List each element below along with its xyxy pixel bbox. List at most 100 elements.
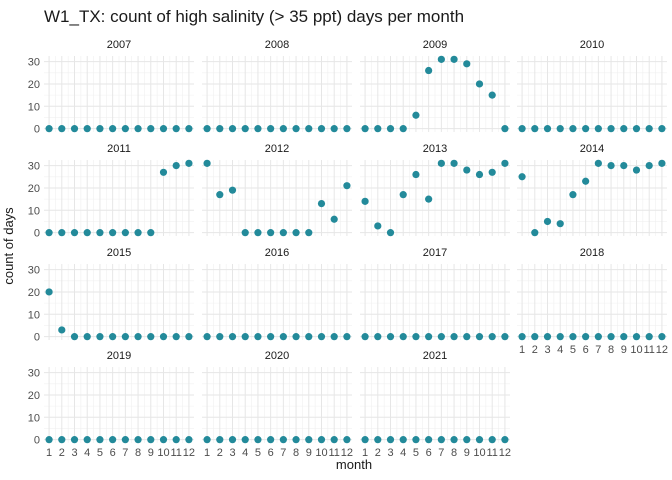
x-tick-label: 7 xyxy=(122,447,128,459)
data-point xyxy=(279,436,287,444)
data-point xyxy=(463,333,471,341)
facet-label: 2009 xyxy=(423,39,447,51)
x-tick-label: 2 xyxy=(375,447,381,459)
facet-panel-2010: 2010 xyxy=(517,39,667,133)
data-point xyxy=(463,166,471,174)
facet-label: 2019 xyxy=(107,350,131,362)
x-tick-label: 3 xyxy=(229,447,235,459)
x-tick-label: 12 xyxy=(656,344,668,356)
facet-label: 2010 xyxy=(580,39,604,51)
x-tick-label: 6 xyxy=(268,447,274,459)
data-point xyxy=(185,333,193,341)
data-point xyxy=(386,229,395,237)
facet-label: 2011 xyxy=(107,143,131,155)
data-point xyxy=(96,333,104,341)
data-point xyxy=(228,333,237,341)
x-tick-label: 9 xyxy=(621,344,627,356)
data-point xyxy=(475,170,484,179)
data-point xyxy=(594,125,602,133)
data-point xyxy=(475,436,484,444)
data-point xyxy=(450,159,458,167)
facet-panel-2015: 2015 0 10 20 30 xyxy=(28,247,194,344)
data-point xyxy=(543,125,552,133)
data-point xyxy=(386,333,395,341)
data-point xyxy=(386,436,395,444)
data-point xyxy=(109,125,117,133)
facet-label: 2007 xyxy=(107,39,131,51)
data-point xyxy=(361,197,369,205)
x-tick-label: 11 xyxy=(328,447,339,459)
data-point xyxy=(83,229,91,237)
x-tick-label: 5 xyxy=(570,344,576,356)
data-point xyxy=(518,125,526,133)
data-point xyxy=(343,436,351,444)
data-point xyxy=(317,199,326,208)
data-point xyxy=(450,333,458,341)
x-tick-label: 1 xyxy=(519,344,525,356)
x-tick-label: 2 xyxy=(532,344,538,356)
data-point xyxy=(159,125,168,133)
data-point xyxy=(531,125,539,133)
facet-label: 2015 xyxy=(107,247,131,259)
data-point xyxy=(658,159,666,167)
data-point xyxy=(241,125,249,133)
data-point xyxy=(374,333,382,341)
data-point xyxy=(632,125,641,133)
x-tick-label: 6 xyxy=(426,447,432,459)
data-point xyxy=(412,111,420,119)
y-axis-title: count of days xyxy=(1,207,16,285)
data-point xyxy=(279,125,287,133)
data-point xyxy=(254,229,262,237)
x-tick-label: 1 xyxy=(362,447,368,459)
data-point xyxy=(437,159,445,167)
data-point xyxy=(343,182,351,190)
facet-panel-2016: 2016 xyxy=(202,247,352,341)
data-point xyxy=(330,215,338,223)
data-point xyxy=(96,436,104,444)
data-point xyxy=(45,229,53,237)
data-point xyxy=(134,125,142,133)
data-point xyxy=(292,125,300,133)
data-point xyxy=(374,436,382,444)
x-tick-label: 8 xyxy=(451,447,457,459)
data-point xyxy=(645,161,653,170)
data-point xyxy=(147,125,155,133)
data-point xyxy=(58,326,66,334)
data-point xyxy=(620,125,628,133)
data-point xyxy=(582,177,590,185)
y-tick-label: 20 xyxy=(28,287,40,299)
data-point xyxy=(330,436,338,444)
data-point xyxy=(159,436,168,444)
x-tick-label: 10 xyxy=(630,344,642,356)
data-point xyxy=(70,229,79,237)
x-tick-label: 10 xyxy=(315,447,327,459)
y-tick-label: 20 xyxy=(28,390,40,402)
data-point xyxy=(594,333,602,341)
y-tick-label: 0 xyxy=(34,435,40,447)
y-tick-label: 0 xyxy=(34,124,40,136)
data-point xyxy=(292,229,300,237)
data-point xyxy=(361,436,369,444)
data-point xyxy=(241,436,249,444)
data-point xyxy=(109,229,117,237)
data-point xyxy=(228,125,237,133)
data-point xyxy=(317,333,326,341)
data-point xyxy=(361,125,369,133)
data-point xyxy=(607,125,615,133)
data-point xyxy=(399,125,407,133)
facet-label: 2012 xyxy=(265,143,289,155)
data-point xyxy=(267,436,275,444)
data-point xyxy=(425,195,433,203)
x-tick-label: 7 xyxy=(595,344,601,356)
facet-panel-2008: 2008 xyxy=(202,39,352,133)
data-point xyxy=(121,125,129,133)
x-tick-label: 12 xyxy=(183,447,195,459)
data-point xyxy=(216,191,224,199)
x-tick-label: 7 xyxy=(280,447,286,459)
data-point xyxy=(45,125,53,133)
data-point xyxy=(172,161,180,170)
data-point xyxy=(228,436,237,444)
